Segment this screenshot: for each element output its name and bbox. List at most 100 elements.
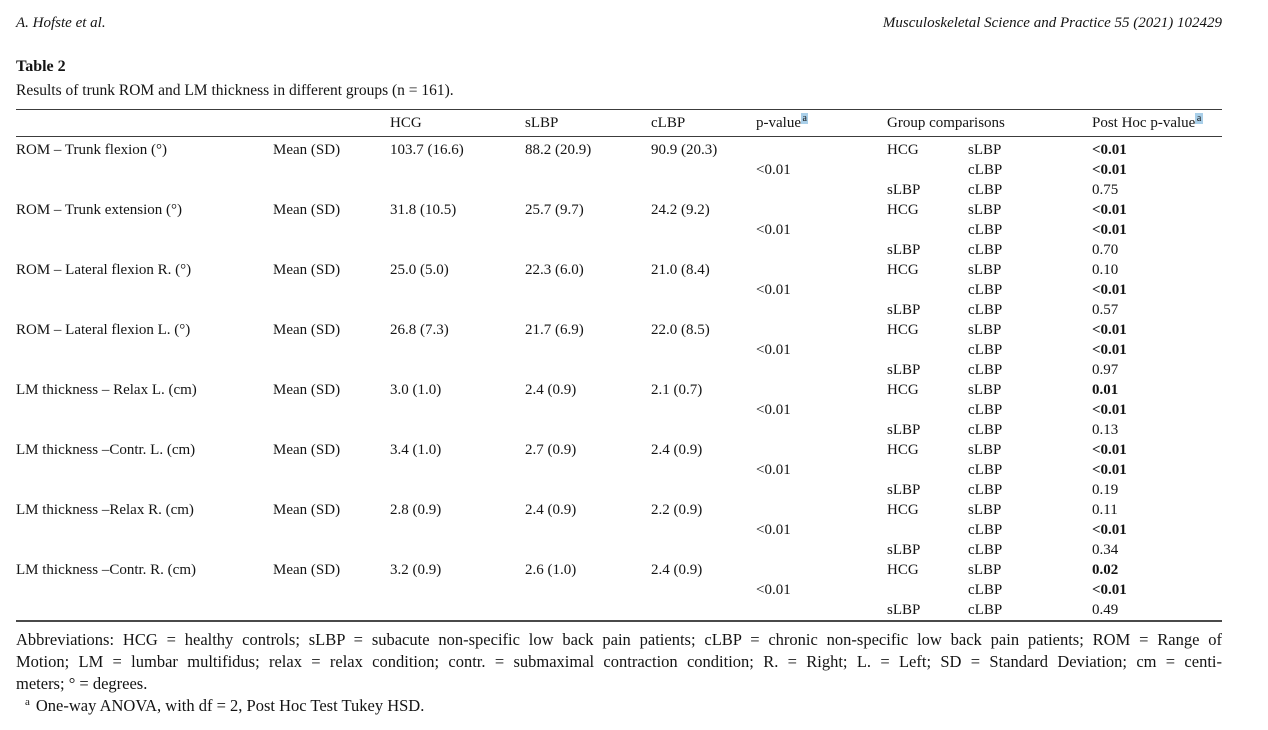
comparison-group-1: [887, 520, 968, 540]
clbp-value: [651, 480, 756, 500]
hcg-value: [390, 280, 525, 300]
comparison-group-1: [887, 340, 968, 360]
table-row: ROM – Lateral flexion R. (°) Mean (SD) 25.…: [16, 260, 1222, 280]
hcg-value: [390, 160, 525, 180]
comparison-group-2: cLBP: [968, 462, 1003, 478]
stat-label: [273, 240, 390, 260]
hcg-value: 3.2 (0.9): [390, 562, 442, 578]
comparison-group-1: [887, 220, 968, 240]
clbp-value: [651, 160, 756, 180]
table-row: <0.01 cLBP <0.01: [16, 160, 1222, 180]
stat-label: [273, 600, 390, 621]
post-hoc-p-value: <0.01: [1092, 162, 1127, 178]
comparison-group-1: [887, 280, 968, 300]
hcg-value: 2.8 (0.9): [390, 502, 442, 518]
stat-label: [273, 280, 390, 300]
stat-label: [273, 220, 390, 240]
comparison-group-1: HCG: [887, 322, 919, 338]
comparison-group-1: sLBP: [887, 542, 921, 558]
hcg-value: [390, 600, 525, 621]
p-value: <0.01: [756, 582, 791, 598]
post-hoc-p-value: <0.01: [1092, 402, 1127, 418]
table-row: LM thickness –Contr. L. (cm) Mean (SD) 3.4…: [16, 440, 1222, 460]
post-hoc-p-value: 0.57: [1092, 302, 1119, 318]
slbp-value: [525, 300, 651, 320]
table-row: sLBP cLBP 0.97: [16, 360, 1222, 380]
hcg-value: [390, 240, 525, 260]
post-hoc-p-value: 0.10: [1092, 262, 1119, 278]
post-hoc-p-value: <0.01: [1092, 222, 1127, 238]
comparison-group-2: cLBP: [968, 182, 1003, 198]
comparison-group-2: cLBP: [968, 522, 1003, 538]
slbp-value: 2.4 (0.9): [525, 382, 577, 398]
hcg-value: [390, 340, 525, 360]
measure-label: [16, 400, 273, 420]
p-value: [756, 480, 887, 500]
p-value: [756, 560, 887, 580]
hcg-value: [390, 300, 525, 320]
table-row: ROM – Lateral flexion L. (°) Mean (SD) 26.…: [16, 320, 1222, 340]
slbp-value: [525, 160, 651, 180]
post-hoc-p-value: <0.01: [1092, 582, 1127, 598]
comparison-group-2: sLBP: [968, 562, 1002, 578]
stat-label: Mean (SD): [273, 382, 341, 398]
table-row: <0.01 cLBP <0.01: [16, 460, 1222, 480]
abbreviations-line: Motion; LM = lumbar multifidus; relax = …: [16, 652, 1222, 671]
p-value: [756, 360, 887, 380]
comparison-group-2: cLBP: [968, 422, 1003, 438]
comparison-group-1: HCG: [887, 142, 919, 158]
slbp-value: [525, 540, 651, 560]
post-hoc-p-value: 0.70: [1092, 242, 1119, 258]
running-head-author: A. Hofste et al.: [16, 15, 106, 31]
p-value: <0.01: [756, 282, 791, 298]
measure-label: ROM – Trunk extension (°): [16, 202, 183, 218]
comparison-group-1: HCG: [887, 502, 919, 518]
comparison-group-1: HCG: [887, 562, 919, 578]
table-row: sLBP cLBP 0.70: [16, 240, 1222, 260]
hcg-value: [390, 540, 525, 560]
footnote-a-link[interactable]: a: [1195, 113, 1203, 124]
post-hoc-p-value: 0.11: [1092, 502, 1118, 518]
hcg-value: [390, 420, 525, 440]
comparison-group-2: sLBP: [968, 502, 1002, 518]
measure-label: LM thickness –Contr. R. (cm): [16, 562, 196, 578]
footnote-text: One-way ANOVA, with df = 2, Post Hoc Tes…: [35, 696, 425, 715]
comparison-group-2: sLBP: [968, 262, 1002, 278]
p-value: [756, 300, 887, 320]
table-row: <0.01 cLBP <0.01: [16, 340, 1222, 360]
stat-label: Mean (SD): [273, 502, 341, 518]
comparison-group-1: sLBP: [887, 422, 921, 438]
comparison-group-1: HCG: [887, 382, 919, 398]
measure-label: LM thickness – Relax L. (cm): [16, 382, 197, 398]
slbp-value: [525, 580, 651, 600]
slbp-value: 2.4 (0.9): [525, 502, 577, 518]
clbp-value: [651, 360, 756, 380]
slbp-value: [525, 520, 651, 540]
slbp-value: [525, 220, 651, 240]
table-row: LM thickness – Relax L. (cm) Mean (SD) 3.0…: [16, 380, 1222, 400]
comparison-group-2: cLBP: [968, 282, 1003, 298]
clbp-value: 2.2 (0.9): [651, 502, 703, 518]
slbp-value: 21.7 (6.9): [525, 322, 584, 338]
stat-label: [273, 340, 390, 360]
comparison-group-2: sLBP: [968, 142, 1002, 158]
slbp-value: 2.7 (0.9): [525, 442, 577, 458]
table-body: ROM – Trunk flexion (°) Mean (SD) 103.7 (1…: [16, 137, 1222, 622]
hcg-value: 103.7 (16.6): [390, 142, 464, 158]
footnote-a-link[interactable]: a: [800, 113, 809, 124]
slbp-value: [525, 600, 651, 621]
clbp-value: [651, 520, 756, 540]
slbp-value: [525, 180, 651, 200]
slbp-value: [525, 400, 651, 420]
header-post-hoc-p-value: Post Hoc p-value a: [1092, 113, 1203, 131]
header-measure: [16, 110, 273, 137]
stat-label: [273, 360, 390, 380]
measure-label: [16, 520, 273, 540]
hcg-value: 25.0 (5.0): [390, 262, 449, 278]
comparison-group-1: [887, 580, 968, 600]
p-value: [756, 440, 887, 460]
footnote-a-marker: a: [25, 695, 30, 708]
p-value: [756, 420, 887, 440]
p-value: [756, 200, 887, 220]
